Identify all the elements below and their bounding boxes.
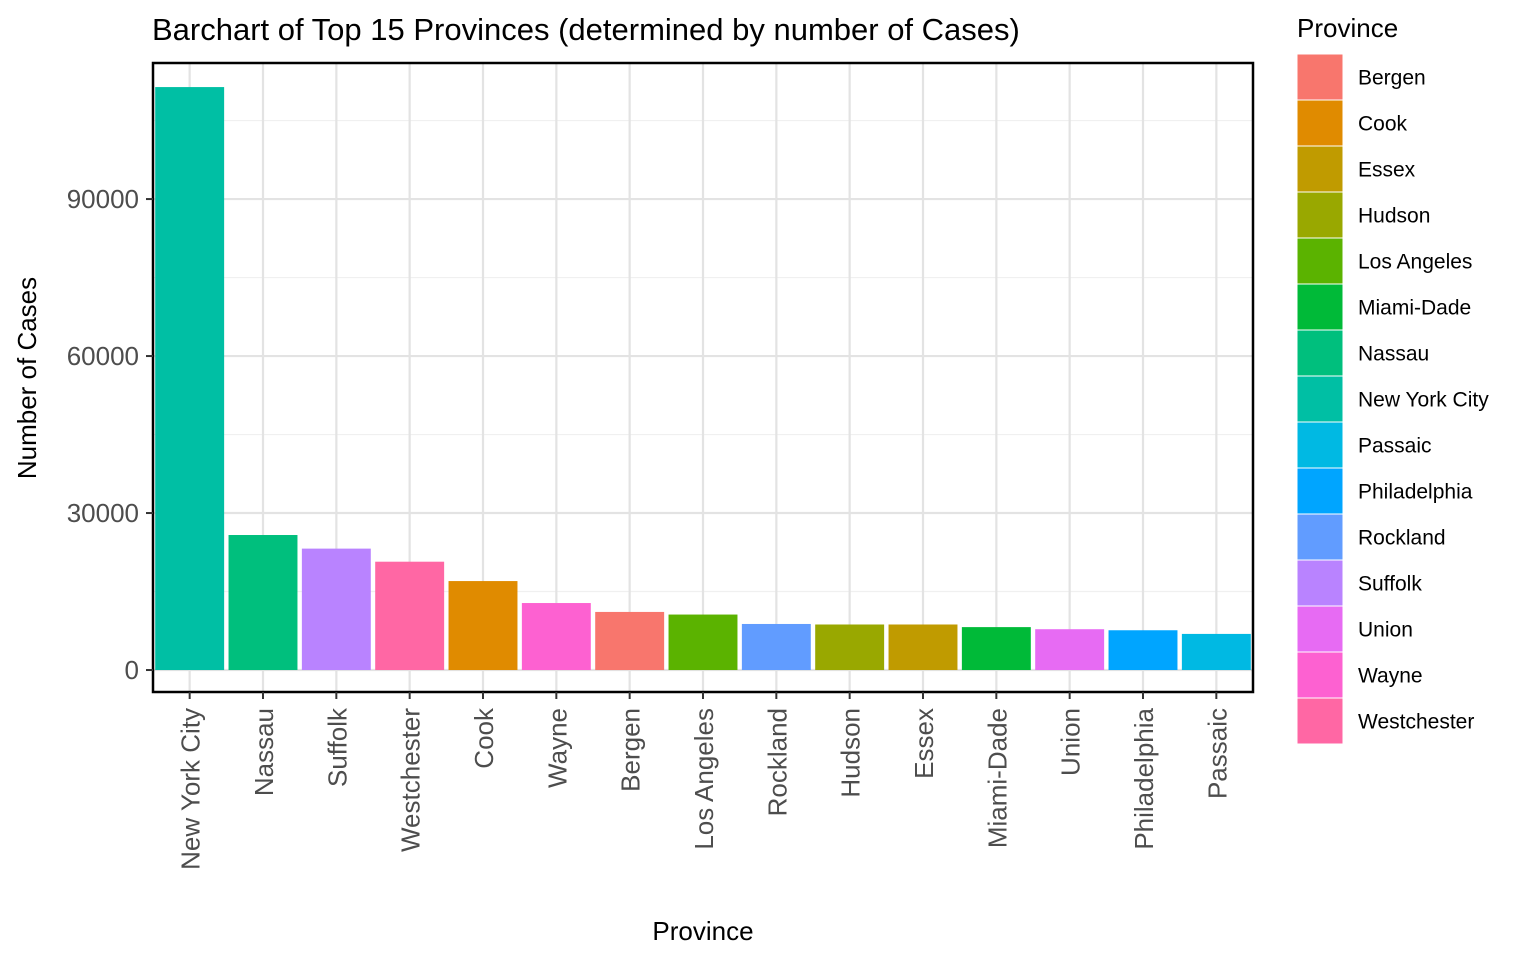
bar-miami-dade xyxy=(961,627,1031,671)
x-tick-label: Cook xyxy=(469,707,499,769)
legend-label: Westchester xyxy=(1358,711,1474,734)
x-tick-label: Rockland xyxy=(762,708,792,816)
x-tick-label: New York City xyxy=(176,708,206,870)
legend-label: New York City xyxy=(1358,389,1489,412)
legend-key xyxy=(1296,329,1344,377)
legend-key xyxy=(1296,651,1344,699)
x-tick-label: Miami-Dade xyxy=(982,708,1012,848)
legend-key xyxy=(1296,283,1344,331)
legend-key xyxy=(1296,53,1344,101)
x-tick-label: Suffolk xyxy=(322,707,352,787)
x-tick-label: Hudson xyxy=(836,708,866,798)
legend-label: Rockland xyxy=(1358,527,1446,550)
legend-label: Passaic xyxy=(1358,435,1432,458)
bar-bergen xyxy=(595,611,665,671)
bar-cook xyxy=(448,581,518,671)
legend-key xyxy=(1296,559,1344,607)
legend-key xyxy=(1296,191,1344,239)
y-tick-label: 30000 xyxy=(67,498,139,528)
legend-title: Province xyxy=(1297,13,1398,43)
bar-union xyxy=(1035,629,1105,671)
y-tick-label: 0 xyxy=(125,655,139,685)
legend-label: Suffolk xyxy=(1358,573,1422,596)
legend-key xyxy=(1296,467,1344,515)
legend-label: Wayne xyxy=(1358,665,1423,688)
bar-new-york-city xyxy=(155,87,225,671)
legend-key xyxy=(1296,513,1344,561)
bar-philadelphia xyxy=(1108,630,1178,671)
legend-key xyxy=(1296,145,1344,193)
legend-key xyxy=(1296,421,1344,469)
legend-label: Los Angeles xyxy=(1358,251,1472,274)
legend-key xyxy=(1296,697,1344,745)
y-axis-title: Number of Cases xyxy=(12,277,42,479)
bar-los-angeles xyxy=(668,614,738,671)
legend-label: Essex xyxy=(1358,159,1416,182)
legend-label: Philadelphia xyxy=(1358,481,1473,504)
legend-key xyxy=(1296,99,1344,147)
bar-wayne xyxy=(521,603,591,671)
x-tick-label: Essex xyxy=(909,708,939,779)
x-tick-label: Westchester xyxy=(396,708,426,852)
bar-westchester xyxy=(375,561,445,671)
legend-label: Miami-Dade xyxy=(1358,297,1471,320)
x-tick-label: Bergen xyxy=(616,708,646,792)
x-tick-label: Passaic xyxy=(1202,708,1232,799)
x-axis: New York City Nassau Suffolk Westchester Coo… xyxy=(176,692,1232,870)
legend: Bergen Cook Essex Hudson Los Angeles Miami-Da… xyxy=(1296,53,1489,745)
legend-label: Union xyxy=(1358,619,1413,642)
legend-label: Cook xyxy=(1358,113,1408,136)
y-axis: 0 30000 60000 90000 xyxy=(67,184,153,685)
legend-key xyxy=(1296,375,1344,423)
x-tick-label: Nassau xyxy=(249,708,279,796)
bar-essex xyxy=(888,624,958,671)
y-tick-label: 60000 xyxy=(67,341,139,371)
bar-hudson xyxy=(815,624,885,671)
x-tick-label: Los Angeles xyxy=(689,708,719,850)
y-tick-label: 90000 xyxy=(67,184,139,214)
legend-label: Bergen xyxy=(1358,67,1426,90)
bar-passaic xyxy=(1181,633,1251,671)
bar-rockland xyxy=(741,623,811,671)
legend-key xyxy=(1296,237,1344,285)
chart-title: Barchart of Top 15 Provinces (determined… xyxy=(152,12,1020,47)
x-tick-label: Union xyxy=(1056,708,1086,776)
x-axis-title: Province xyxy=(652,916,753,946)
legend-key xyxy=(1296,605,1344,653)
legend-label: Nassau xyxy=(1358,343,1429,366)
bar-nassau xyxy=(228,535,298,671)
x-tick-label: Philadelphia xyxy=(1129,707,1159,849)
bar-suffolk xyxy=(301,548,371,671)
bars xyxy=(155,87,1251,671)
x-tick-label: Wayne xyxy=(542,708,572,788)
grid-lines xyxy=(153,63,1253,692)
legend-label: Hudson xyxy=(1358,205,1430,228)
